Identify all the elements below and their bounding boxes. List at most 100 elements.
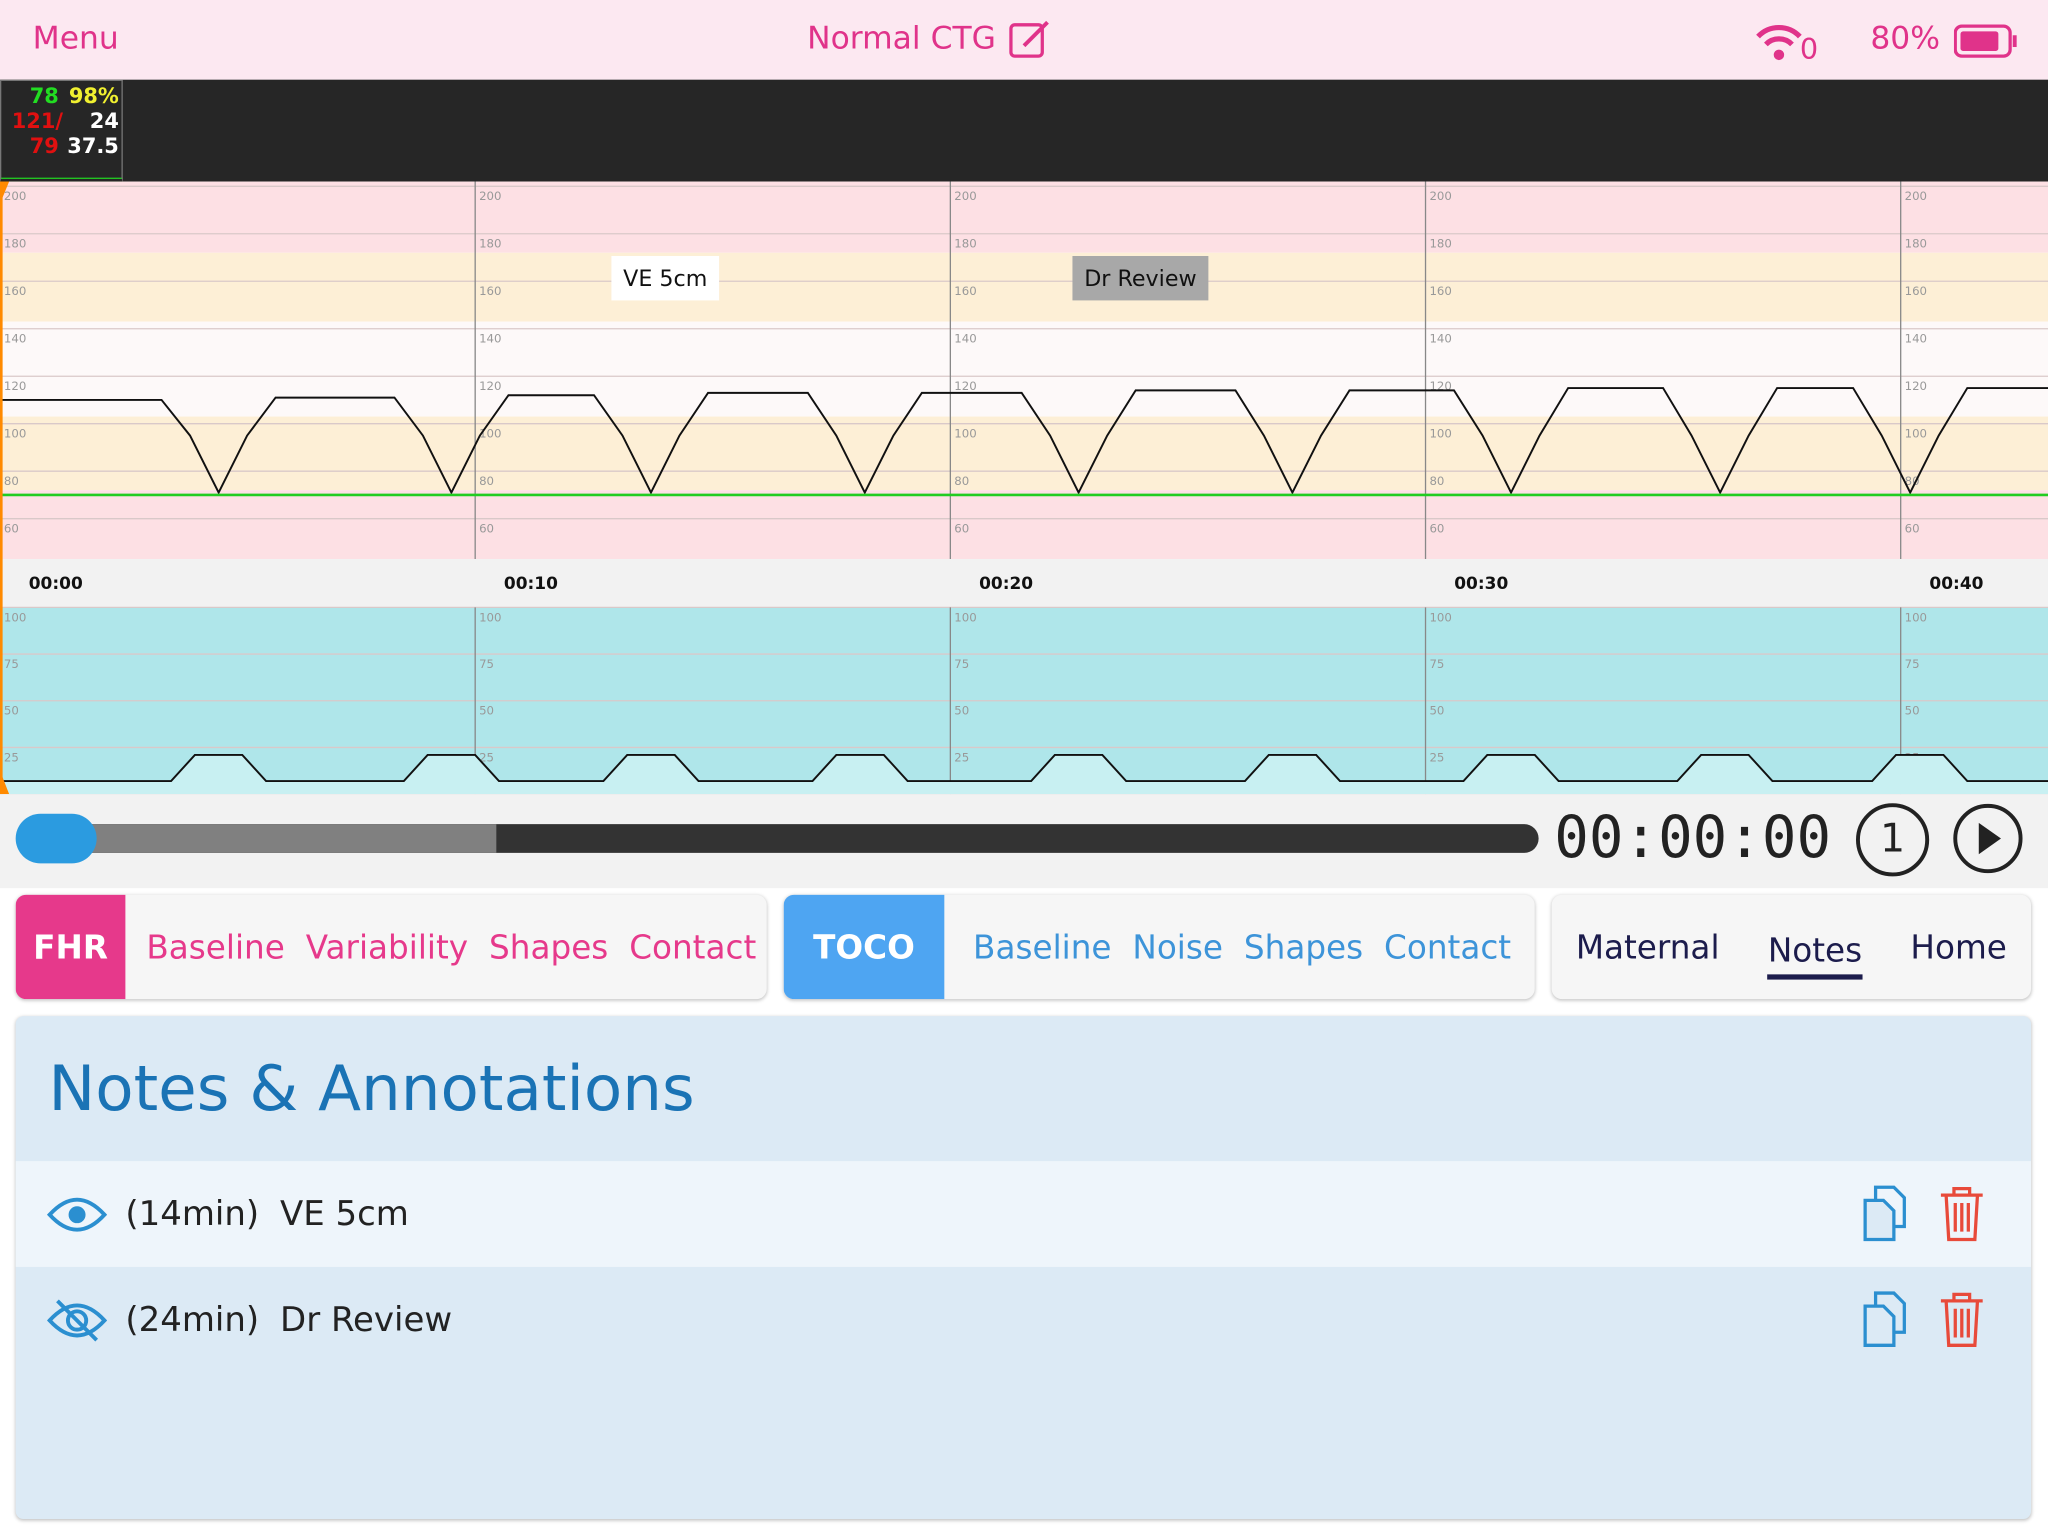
spo2: 98% [68, 83, 119, 109]
battery-icon [1953, 24, 2017, 58]
notes-title: Notes & Annotations [48, 1052, 695, 1126]
note-text: Dr Review [280, 1300, 453, 1340]
visible-icon[interactable] [47, 1192, 108, 1236]
speed-button[interactable]: 1 [1855, 803, 1930, 877]
tab[interactable]: Contact [629, 927, 757, 966]
y-tick-label: 100 [479, 610, 501, 624]
y-tick-label: 180 [954, 237, 976, 251]
y-tick-label: 80 [1905, 474, 1920, 488]
y-tick-label: 80 [1429, 474, 1444, 488]
y-tick-label: 200 [4, 189, 26, 203]
delete-icon[interactable] [1938, 1290, 1985, 1347]
y-tick-label: 75 [1905, 657, 1920, 671]
annotation: Dr Review [1072, 255, 1209, 301]
y-tick-label: 25 [954, 750, 969, 764]
y-tick-label: 120 [479, 379, 501, 393]
y-tick-label: 160 [954, 284, 976, 298]
y-tick-label: 100 [1905, 427, 1927, 441]
y-tick-label: 80 [954, 474, 969, 488]
copy-icon[interactable] [1860, 1185, 1912, 1242]
tab[interactable]: Contact [1384, 927, 1512, 966]
tab-selected[interactable]: Notes [1767, 931, 1863, 979]
tab[interactable]: Maternal [1575, 927, 1720, 966]
zone-band [0, 321, 2048, 417]
note-time: (24min) [125, 1300, 260, 1340]
y-tick-label: 140 [954, 332, 976, 346]
y-tick-label: 50 [1905, 704, 1920, 718]
y-tick-label: 200 [1429, 189, 1451, 203]
time-display: 00:00:00 [1554, 804, 1832, 872]
y-tick-label: 25 [4, 750, 19, 764]
y-tick-label: 140 [4, 332, 26, 346]
time-label: 00:10 [504, 574, 558, 594]
temp: 37.5 [67, 133, 119, 159]
time-label: 00:00 [29, 574, 83, 594]
y-tick-label: 140 [1905, 332, 1927, 346]
y-tick-label: 140 [479, 332, 501, 346]
time-strip [0, 559, 2048, 608]
y-tick-label: 200 [1905, 189, 1927, 203]
note-row[interactable]: (14min) VE 5cm [15, 1161, 2032, 1267]
y-tick-label: 100 [954, 610, 976, 624]
tab[interactable]: Home [1910, 927, 2007, 966]
playback-bar: 00:00:00 1 [0, 794, 2048, 889]
y-tick-label: 50 [954, 704, 969, 718]
zone-band [0, 252, 2048, 322]
y-tick-label: 100 [4, 427, 26, 441]
y-tick-label: 160 [4, 284, 26, 298]
y-tick-label: 200 [954, 189, 976, 203]
copy-icon[interactable] [1860, 1290, 1912, 1347]
y-tick-label: 120 [954, 379, 976, 393]
y-tick-label: 180 [1429, 237, 1451, 251]
bp-systolic: 121/ [11, 108, 64, 134]
series-line [0, 387, 2048, 495]
toco-label[interactable]: TOCO [783, 894, 945, 1000]
fhr-label[interactable]: FHR [15, 894, 126, 1000]
tab[interactable]: Variability [305, 927, 469, 966]
time-label: 00:30 [1454, 574, 1508, 594]
tab[interactable]: Shapes [489, 927, 609, 966]
tab[interactable]: Baseline [973, 927, 1112, 966]
y-tick-label: 200 [479, 189, 501, 203]
y-tick-label: 75 [1429, 657, 1444, 671]
menu-button[interactable]: Menu [32, 19, 119, 57]
edit-icon[interactable] [1008, 17, 1052, 61]
vitals-box: 78 98% 121/ 24 79 37.5 [0, 79, 123, 183]
tab[interactable]: Shapes [1243, 927, 1364, 966]
bp-diastolic: 79 [29, 133, 59, 159]
delete-icon[interactable] [1938, 1185, 1985, 1242]
y-tick-label: 180 [479, 237, 501, 251]
y-tick-label: 100 [4, 610, 26, 624]
title: Normal CTG [807, 19, 996, 57]
y-tick-label: 100 [1429, 427, 1451, 441]
zone-band [0, 416, 2048, 491]
y-tick-label: 160 [1429, 284, 1451, 298]
y-tick-label: 160 [479, 284, 501, 298]
play-button[interactable] [1951, 802, 2024, 875]
tab[interactable]: Baseline [146, 927, 285, 966]
y-tick-label: 75 [954, 657, 969, 671]
y-tick-label: 120 [4, 379, 26, 393]
vitals-bar: 78 98% 121/ 24 79 37.5 [0, 79, 2048, 183]
hidden-icon[interactable] [47, 1298, 108, 1342]
y-tick-label: 80 [479, 474, 494, 488]
battery-text: 80% [1870, 19, 1941, 57]
tab[interactable]: Noise [1132, 927, 1223, 966]
y-tick-label: 75 [4, 657, 19, 671]
time-label: 00:40 [1929, 574, 1983, 594]
y-tick-label: 25 [1429, 750, 1444, 764]
y-tick-label: 100 [1905, 610, 1927, 624]
maternal-hr: 78 [29, 83, 59, 109]
progress-knob[interactable] [15, 813, 97, 864]
y-tick-label: 50 [4, 704, 19, 718]
y-tick-label: 60 [479, 522, 494, 536]
y-tick-label: 120 [1905, 379, 1927, 393]
note-row[interactable]: (24min) Dr Review [16, 1267, 2031, 1373]
note-text: VE 5cm [280, 1194, 409, 1234]
y-tick-label: 160 [1905, 284, 1927, 298]
note-time: (14min) [125, 1194, 260, 1234]
time-label: 00:20 [979, 574, 1033, 594]
notes-list: (14min) VE 5cm (24min) Dr Review [15, 1161, 2032, 1373]
y-tick-label: 60 [4, 522, 19, 536]
annotation-text: Dr Review [1084, 266, 1196, 292]
